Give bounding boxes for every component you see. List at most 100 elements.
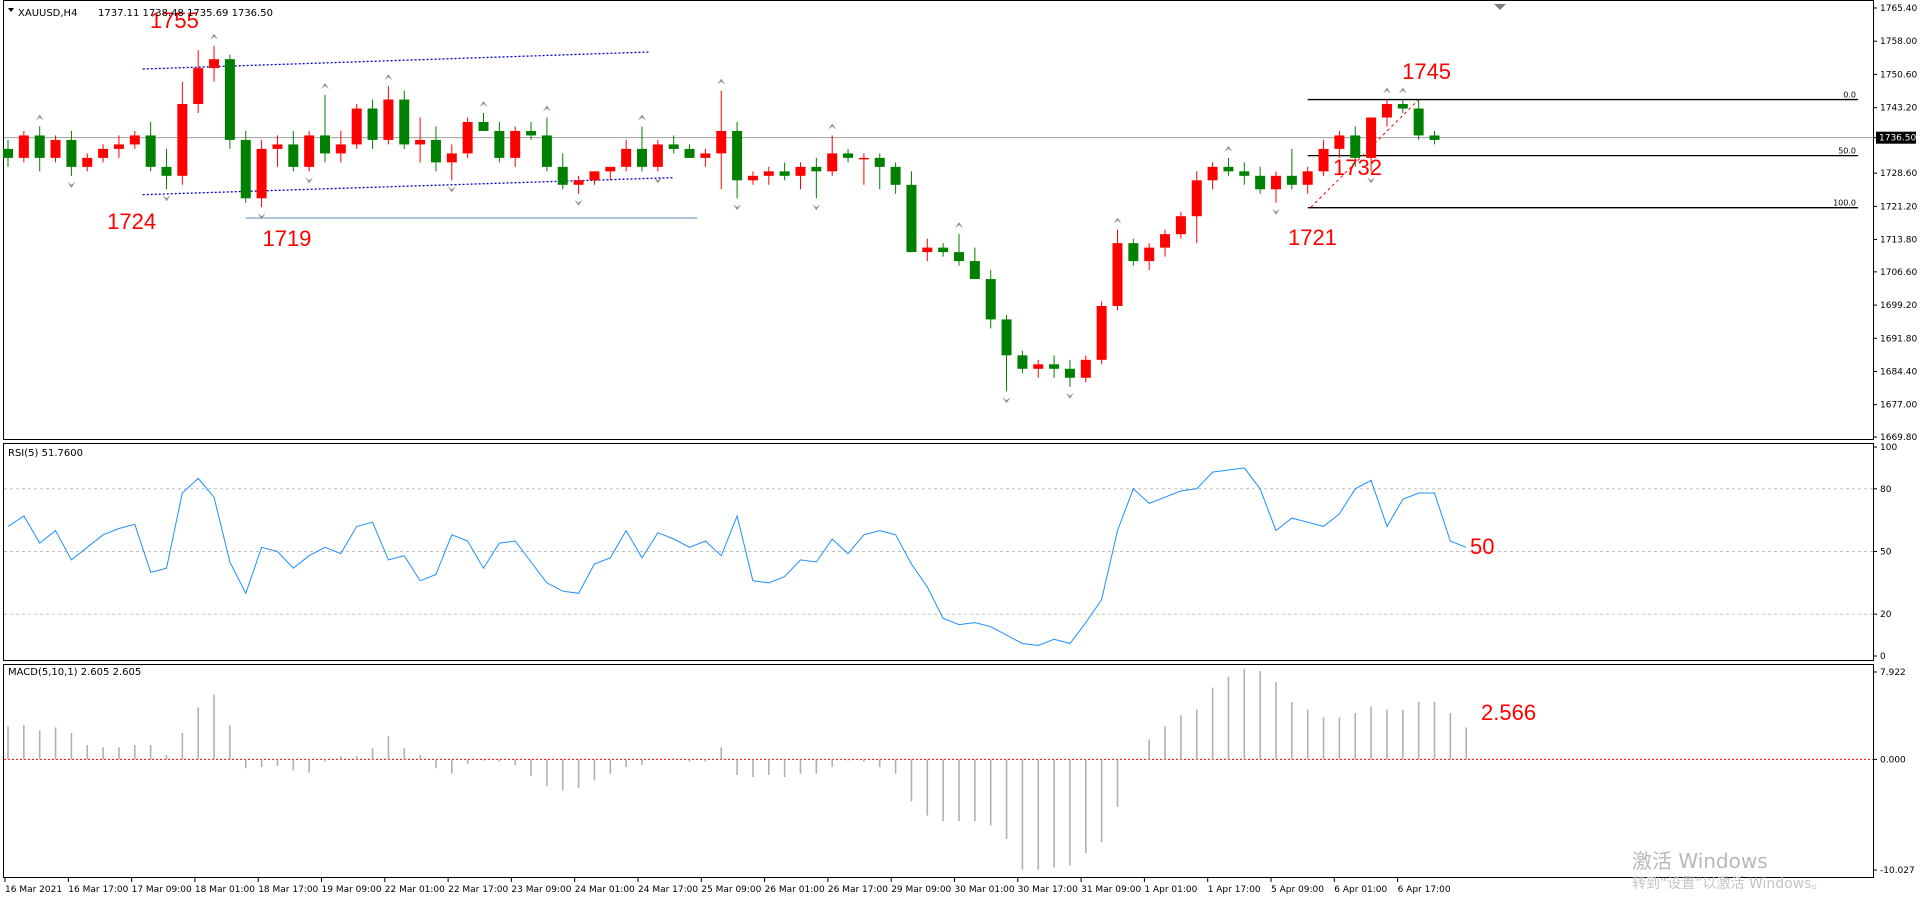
fractal-down-icon <box>447 186 456 193</box>
price-pane[interactable] <box>3 0 1874 440</box>
fractal-up-icon <box>35 114 44 121</box>
candle-body <box>874 157 885 167</box>
time-tick-label: 19 Mar 09:00 <box>322 885 382 895</box>
candle-body <box>129 135 140 145</box>
fractal-down-icon <box>1002 397 1011 404</box>
price-tick-label: 1699.20 <box>1880 301 1917 311</box>
candle-body <box>272 144 283 149</box>
symbol-label: XAUUSD,H4 <box>18 8 77 19</box>
time-tick-label: 30 Mar 17:00 <box>1018 885 1078 895</box>
fractal-up-icon <box>1113 217 1122 224</box>
candle-body <box>193 68 204 105</box>
candle-body <box>18 135 29 158</box>
candle-body <box>1112 243 1123 306</box>
time-tick-label: 25 Mar 09:00 <box>701 885 761 895</box>
fractal-up-icon <box>321 83 329 90</box>
rsi-tick-label: 20 <box>1880 610 1892 620</box>
candle-body <box>446 153 457 163</box>
candle-body <box>779 171 790 176</box>
candle-body <box>954 252 964 262</box>
candle-body <box>541 135 552 167</box>
candle-body <box>177 104 188 176</box>
price-tick-label: 1669.80 <box>1880 433 1917 443</box>
candle-body <box>1397 104 1408 109</box>
candle-body <box>811 166 822 172</box>
candle-body <box>367 108 378 140</box>
time-tick-label: 22 Mar 01:00 <box>385 885 445 895</box>
price-annotation-1745: 1745 <box>1402 59 1451 84</box>
activate-windows-title: 激活 Windows <box>1632 849 1768 873</box>
time-tick-label: 23 Mar 09:00 <box>511 885 571 895</box>
rsi-annotation: 50 <box>1470 534 1494 559</box>
time-tick-label: 5 Apr 09:00 <box>1271 885 1324 895</box>
candle-body <box>843 153 854 158</box>
candle-body <box>621 148 632 167</box>
candle-body <box>3 148 13 158</box>
candle-body <box>795 166 806 176</box>
candle-body <box>1302 171 1313 185</box>
macd-label: MACD(5,10,1) 2.605 2.605 <box>8 667 141 678</box>
fractal-up-icon <box>955 222 963 229</box>
candle-body <box>1144 247 1155 262</box>
time-tick-label: 18 Mar 17:00 <box>258 885 318 895</box>
fib-trend-line <box>1310 99 1420 208</box>
rsi-line <box>7 467 1467 647</box>
fractal-down-icon <box>574 199 583 206</box>
time-tick-label: 24 Mar 17:00 <box>638 885 698 895</box>
candle-body <box>304 135 315 167</box>
candle-body <box>1128 243 1139 262</box>
fractal-down-icon <box>812 204 821 211</box>
candle-body <box>98 148 109 158</box>
candle-body <box>938 247 949 253</box>
time-tick-label: 24 Mar 01:00 <box>575 885 635 895</box>
candle-body <box>1366 117 1377 158</box>
price-tick-label: 1750.60 <box>1880 70 1917 80</box>
rsi-tick-label: 50 <box>1880 548 1892 558</box>
price-annotation-1732: 1732 <box>1333 155 1382 180</box>
candle-body <box>605 166 616 172</box>
candle-body <box>430 139 441 163</box>
candle-body <box>209 59 220 69</box>
time-tick-label: 26 Mar 01:00 <box>765 885 825 895</box>
time-tick-label: 18 Mar 01:00 <box>195 885 255 895</box>
macd-tick-label: -10.027 <box>1880 866 1915 876</box>
candle-body <box>557 166 568 185</box>
fractal-up-icon <box>542 105 551 112</box>
candle-body <box>82 157 93 167</box>
candle-body <box>145 135 156 167</box>
fractal-up-icon <box>1382 87 1391 94</box>
rsi-tick-label: 100 <box>1880 443 1897 453</box>
channel-lower-line <box>142 176 674 196</box>
fractal-up-icon <box>1224 145 1233 152</box>
rsi-pane[interactable] <box>3 443 1874 661</box>
activate-windows-sub: 转到“设置”以激活 Windows。 <box>1632 875 1825 892</box>
time-tick-label: 31 Mar 09:00 <box>1081 885 1141 895</box>
macd-pane[interactable] <box>3 664 1874 878</box>
fractal-down-icon <box>733 204 742 211</box>
fractal-up-icon <box>828 123 837 130</box>
price-annotation-1719: 1719 <box>262 226 311 251</box>
time-tick-label: 26 Mar 17:00 <box>828 885 888 895</box>
fractal-down-icon <box>305 177 314 184</box>
candle-body <box>1064 368 1075 378</box>
price-tick-label: 1691.80 <box>1880 334 1917 344</box>
candle-body <box>1175 216 1186 235</box>
candle-body <box>827 153 838 172</box>
price-annotation-1724: 1724 <box>107 209 156 234</box>
macd-tick-label: 7.922 <box>1880 668 1906 678</box>
candle-body <box>415 139 426 145</box>
fractal-down-icon <box>67 181 76 188</box>
candle-body <box>256 148 267 199</box>
candle-body <box>906 184 917 253</box>
candle-body <box>700 153 711 158</box>
candle-body <box>858 157 869 160</box>
candle-body <box>1255 175 1266 190</box>
candle-body <box>747 175 758 181</box>
chart-menu-triangle-icon[interactable] <box>8 8 14 12</box>
candle-body <box>351 108 362 145</box>
price-tick-label: 1765.40 <box>1880 4 1917 14</box>
time-tick-label: 17 Mar 09:00 <box>132 885 192 895</box>
candle-body <box>510 130 521 158</box>
scroll-marker-icon[interactable] <box>1494 4 1506 10</box>
